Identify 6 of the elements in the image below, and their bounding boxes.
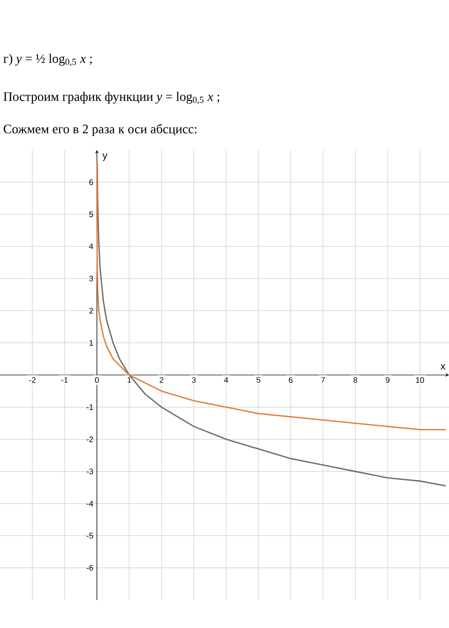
text: Сожмем его в 2 раза к оси абсцисс: <box>4 124 196 136</box>
line-series <box>96 162 446 487</box>
y-axis-title: y <box>102 154 108 161</box>
x-axis-title: x <box>440 364 446 370</box>
text: Построим график функции y = log$_{0,5}$ x ; <box>4 92 220 104</box>
text: г) y = ½ log$_{0,5}$ x ; <box>3 54 92 66</box>
